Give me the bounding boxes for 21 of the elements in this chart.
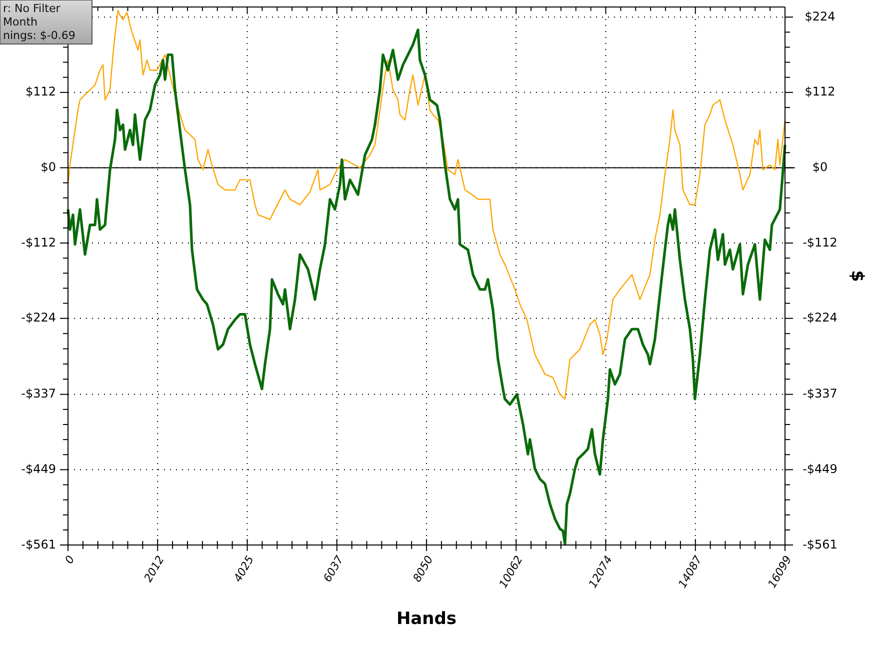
y2-tick-label: $0 xyxy=(812,160,828,174)
y2-tick-label: $224 xyxy=(804,9,836,24)
y2-tick-label: -$224 xyxy=(802,310,838,325)
y2-tick-label: -$337 xyxy=(802,386,838,401)
y-tick-label: -$449 xyxy=(21,462,56,476)
y2-tick-label: -$561 xyxy=(802,537,838,552)
y2-tick-label: -$449 xyxy=(802,462,838,476)
y-tick-label: -$224 xyxy=(21,310,56,325)
y2-tick-label: $112 xyxy=(804,84,836,99)
y-tick-label: -$561 xyxy=(21,537,56,552)
y-tick-label: -$112 xyxy=(21,235,56,250)
x-axis-title: Hands xyxy=(396,609,457,629)
y2-axis-title: $ xyxy=(847,270,867,282)
text: Month xyxy=(3,16,38,28)
y-tick-label: -$337 xyxy=(21,386,56,401)
x-tick-label: 0 xyxy=(62,554,78,566)
y-tick-label: $112 xyxy=(25,84,56,99)
y2-tick-label: -$112 xyxy=(802,235,838,250)
y-tick-label: $0 xyxy=(40,160,56,174)
text: r: No Filter xyxy=(3,2,61,15)
annotation: nings: $-0.69 xyxy=(3,29,76,42)
